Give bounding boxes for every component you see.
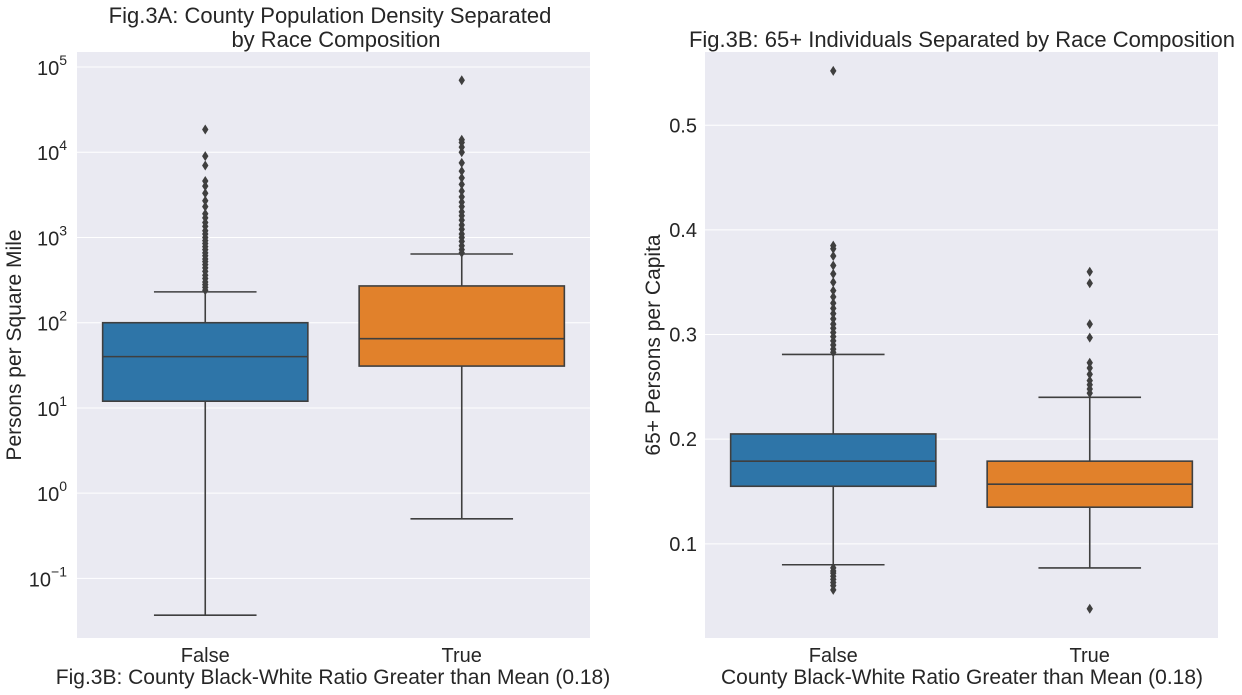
x-tick-label-fig3a-false: False	[181, 645, 230, 667]
y-tick-base: 10	[37, 399, 59, 421]
y-tick-label-fig3b-2: 0.3	[669, 325, 697, 347]
y-tick-exponent: 4	[59, 137, 67, 153]
y-tick-label-fig3a-1: 100	[37, 478, 67, 506]
y-tick-base: 10	[37, 314, 59, 336]
panel-fig3b: 0.1 0.2 0.3 0.4 0.5 False True Fig.3B: 65+ In…	[642, 27, 1235, 689]
y-tick-label-fig3a-0: 10−1	[29, 563, 67, 591]
y-tick-label-fig3a-5: 104	[37, 137, 67, 165]
y-tick-base: 10	[37, 484, 59, 506]
y-tick-base: 10	[37, 58, 59, 80]
y-tick-exponent: 3	[59, 222, 67, 238]
y-tick-label-fig3b-1: 0.2	[669, 429, 697, 451]
y-tick-exponent: 1	[59, 393, 67, 409]
y-tick-label-fig3b-0: 0.1	[669, 534, 697, 556]
chart-title-fig3a-line2: by Race Composition	[231, 27, 440, 52]
x-axis-label-fig3b: County Black-White Ratio Greater than Me…	[721, 666, 1203, 689]
y-tick-label-fig3b-3: 0.4	[669, 220, 697, 242]
y-tick-label-fig3a-4: 103	[37, 222, 67, 250]
x-tick-label-fig3b-true: True	[1070, 645, 1110, 667]
y-tick-base: 10	[37, 228, 59, 250]
y-tick-exponent: 0	[59, 478, 67, 494]
plot-area-fig3b	[705, 52, 1218, 638]
y-tick-base: 10	[29, 569, 51, 591]
y-tick-label-fig3a-3: 102	[37, 308, 67, 336]
x-axis-label-fig3a: Fig.3B: County Black-White Ratio Greater…	[56, 666, 610, 689]
iqr-box	[731, 434, 936, 486]
y-tick-label-fig3b-4: 0.5	[669, 115, 697, 137]
y-tick-exponent: −1	[51, 563, 67, 579]
iqr-box	[103, 323, 308, 401]
iqr-box	[359, 286, 564, 366]
x-tick-label-fig3b-false: False	[809, 645, 858, 667]
y-tick-label-fig3a-6: 105	[37, 52, 67, 80]
y-axis-label-fig3a: Persons per Square Mile	[3, 229, 26, 460]
chart-title-fig3b: Fig.3B: 65+ Individuals Separated by Rac…	[689, 27, 1235, 52]
y-tick-base: 10	[37, 143, 59, 165]
y-tick-label-fig3a-2: 101	[37, 393, 67, 421]
figure: 10−1100101102103104105 False True Fig.3A:…	[0, 0, 1242, 695]
y-tick-exponent: 5	[59, 52, 67, 68]
y-axis-label-fig3b: 65+ Persons per Capita	[642, 234, 665, 456]
y-tick-exponent: 2	[59, 308, 67, 324]
chart-title-fig3a-line1: Fig.3A: County Population Density Separa…	[109, 3, 552, 28]
x-tick-label-fig3a-true: True	[442, 645, 482, 667]
